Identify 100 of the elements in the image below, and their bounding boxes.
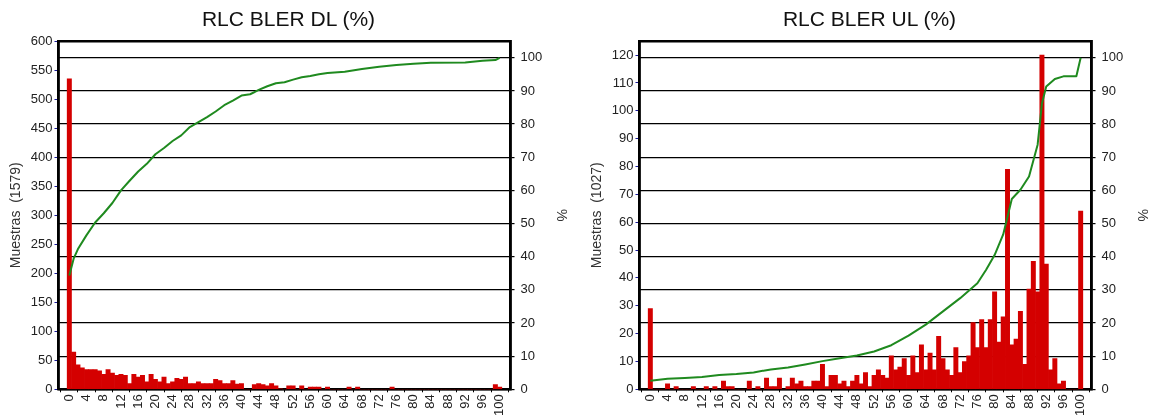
x-tick-label: 72	[370, 394, 386, 409]
y-tick-label: 30	[619, 297, 634, 313]
y2-axis-title: %	[553, 209, 570, 222]
x-tick-label: 8	[676, 394, 692, 402]
y-tick-label: 100	[30, 322, 53, 338]
y2-axis-title: %	[1134, 209, 1151, 222]
y2-tick-label: 90	[520, 82, 535, 98]
y-axis-title: Muestras (1579)	[7, 162, 24, 269]
x-tick-label: 60	[900, 394, 916, 409]
y-tick-label: 10	[619, 353, 634, 369]
chart-title: RLC BLER UL (%)	[782, 7, 957, 31]
y-tick-label: 250	[30, 235, 53, 251]
y2-tick-label: 70	[1101, 148, 1116, 164]
x-tick-label: 56	[301, 394, 317, 409]
y2-tick-label: 90	[1101, 82, 1116, 98]
y-tick-label: 100	[611, 102, 634, 118]
y2-tick-label: 80	[520, 115, 535, 131]
x-tick-label: 84	[1003, 394, 1019, 409]
y2-tick-label: 100	[1101, 49, 1124, 65]
x-tick-label: 72	[951, 394, 967, 409]
y-tick-label: 120	[611, 46, 634, 62]
x-tick-label: 64	[336, 394, 352, 409]
x-tick-label: 52	[865, 394, 881, 409]
x-tick-label: 4	[659, 394, 675, 402]
y-tick-label: 400	[30, 148, 53, 164]
x-tick-label: 92	[456, 394, 472, 409]
y-tick-label: 20	[619, 325, 634, 341]
x-tick-label: 16	[129, 394, 145, 409]
x-tick-label: 24	[164, 394, 180, 409]
x-tick-label: 0	[60, 394, 76, 402]
x-tick-label: 56	[882, 394, 898, 409]
y2-tick-label: 20	[1101, 314, 1116, 330]
x-tick-label: 16	[710, 394, 726, 409]
y-tick-label: 110	[612, 74, 634, 90]
x-tick-label: 8	[95, 394, 111, 402]
y-tick-label: 350	[30, 177, 53, 193]
y2-tick-label: 60	[520, 181, 535, 197]
y2-tick-label: 50	[520, 215, 535, 231]
x-tick-label: 12	[112, 394, 128, 409]
y-tick-label: 50	[619, 241, 634, 257]
x-tick-label: 60	[319, 394, 335, 409]
x-tick-label: 0	[641, 394, 657, 402]
x-tick-label: 88	[1020, 394, 1036, 409]
x-tick-label: 44	[250, 394, 266, 409]
x-tick-label: 100	[491, 394, 507, 417]
x-tick-label: 68	[934, 394, 950, 409]
y2-tick-label: 30	[520, 281, 535, 297]
y-tick-label: 90	[619, 130, 634, 146]
x-tick-label: 20	[146, 394, 162, 409]
x-tick-label: 32	[198, 394, 214, 409]
x-tick-label: 96	[474, 394, 490, 409]
y-tick-label: 200	[30, 264, 53, 280]
y-tick-label: 60	[619, 213, 634, 229]
y-tick-label: 550	[30, 61, 53, 77]
y2-tick-label: 100	[520, 49, 543, 65]
y2-tick-label: 60	[1101, 181, 1116, 197]
x-tick-label: 96	[1055, 394, 1071, 409]
y-tick-label: 150	[30, 293, 53, 309]
chart-title: RLC BLER DL (%)	[201, 7, 376, 31]
x-tick-label: 64	[917, 394, 933, 409]
x-tick-label: 76	[968, 394, 984, 409]
x-tick-label: 36	[796, 394, 812, 409]
y-tick-label: 50	[38, 351, 53, 367]
x-tick-label: 40	[233, 394, 249, 409]
x-tick-label: 32	[779, 394, 795, 409]
y-tick-label: 300	[30, 206, 53, 222]
x-tick-label: 80	[986, 394, 1002, 409]
y2-tick-label: 30	[1101, 281, 1116, 297]
y2-tick-label: 80	[1101, 115, 1116, 131]
x-tick-label: 100	[1072, 394, 1088, 417]
x-tick-label: 20	[727, 394, 743, 409]
y2-tick-label: 50	[1101, 215, 1116, 231]
x-tick-label: 44	[831, 394, 847, 409]
x-tick-label: 52	[284, 394, 300, 409]
y-tick-label: 70	[619, 185, 634, 201]
x-tick-label: 88	[439, 394, 455, 409]
x-tick-label: 68	[353, 394, 369, 409]
x-tick-label: 12	[693, 394, 709, 409]
x-tick-label: 80	[405, 394, 421, 409]
x-tick-label: 28	[762, 394, 778, 409]
x-tick-label: 48	[267, 394, 283, 409]
x-tick-label: 28	[181, 394, 197, 409]
y-axis-title: Muestras (1027)	[588, 162, 605, 269]
y-tick-label: 500	[30, 90, 53, 106]
y2-tick-label: 40	[1101, 248, 1116, 264]
y2-tick-label: 70	[520, 148, 535, 164]
x-tick-label: 76	[387, 394, 403, 409]
y2-tick-label: 10	[1101, 347, 1116, 363]
y-tick-label: 40	[619, 269, 634, 285]
y-tick-label: 80	[619, 158, 634, 174]
x-tick-label: 36	[215, 394, 231, 409]
y2-tick-label: 20	[520, 314, 535, 330]
x-tick-label: 84	[422, 394, 438, 409]
y2-tick-label: 10	[520, 347, 535, 363]
x-tick-label: 48	[848, 394, 864, 409]
x-tick-label: 40	[814, 394, 830, 409]
y-tick-label: 450	[30, 119, 53, 135]
y2-tick-label: 40	[520, 248, 535, 264]
y-tick-label: 600	[30, 32, 53, 48]
x-tick-label: 92	[1037, 394, 1053, 409]
